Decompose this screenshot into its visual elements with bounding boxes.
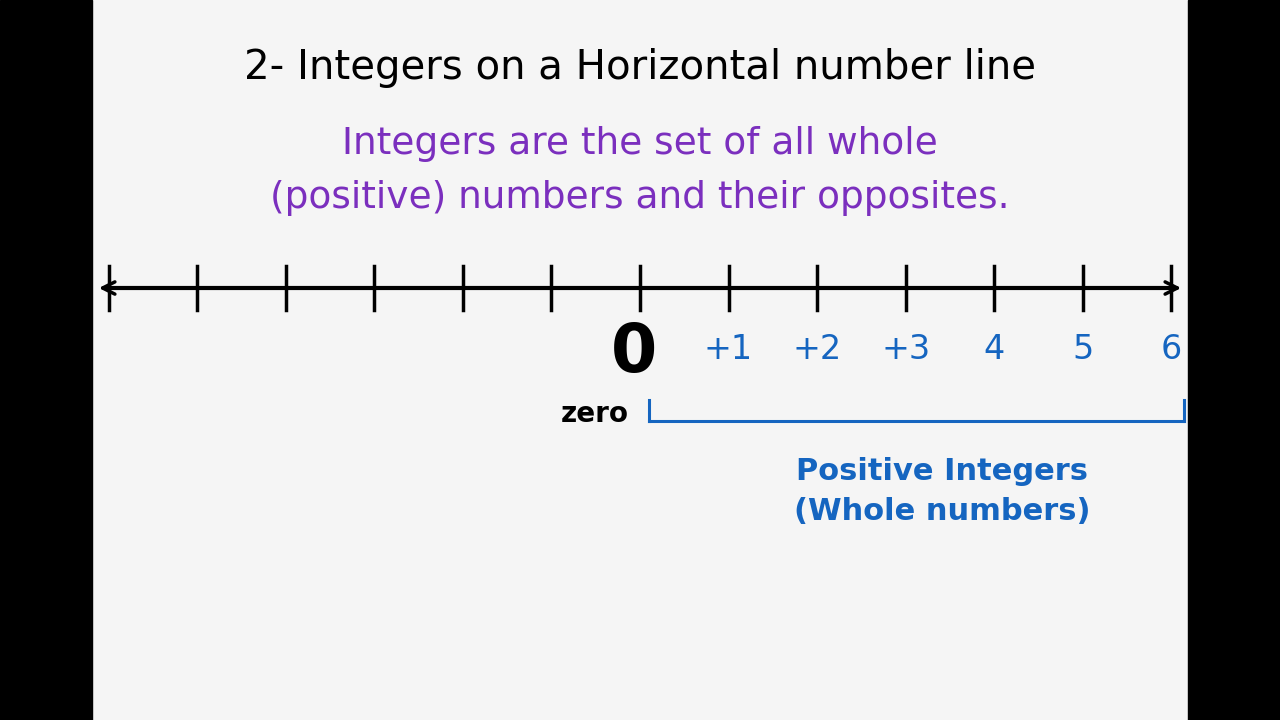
Text: +1: +1	[704, 333, 753, 366]
Text: 5: 5	[1073, 333, 1093, 366]
Text: 0: 0	[611, 320, 657, 386]
Text: +2: +2	[792, 333, 842, 366]
Bar	[1188, 0, 1280, 720]
Text: 6: 6	[1161, 333, 1181, 366]
Text: (positive) numbers and their opposites.: (positive) numbers and their opposites.	[270, 180, 1010, 216]
Text: 2- Integers on a Horizontal number line: 2- Integers on a Horizontal number line	[244, 48, 1036, 89]
Text: Integers are the set of all whole: Integers are the set of all whole	[342, 126, 938, 162]
Text: (Whole numbers): (Whole numbers)	[794, 497, 1091, 526]
Bar	[0, 0, 92, 720]
Text: +3: +3	[881, 333, 931, 366]
Text: zero: zero	[561, 400, 630, 428]
Text: 4: 4	[983, 333, 1005, 366]
Text: Positive Integers: Positive Integers	[796, 457, 1088, 486]
